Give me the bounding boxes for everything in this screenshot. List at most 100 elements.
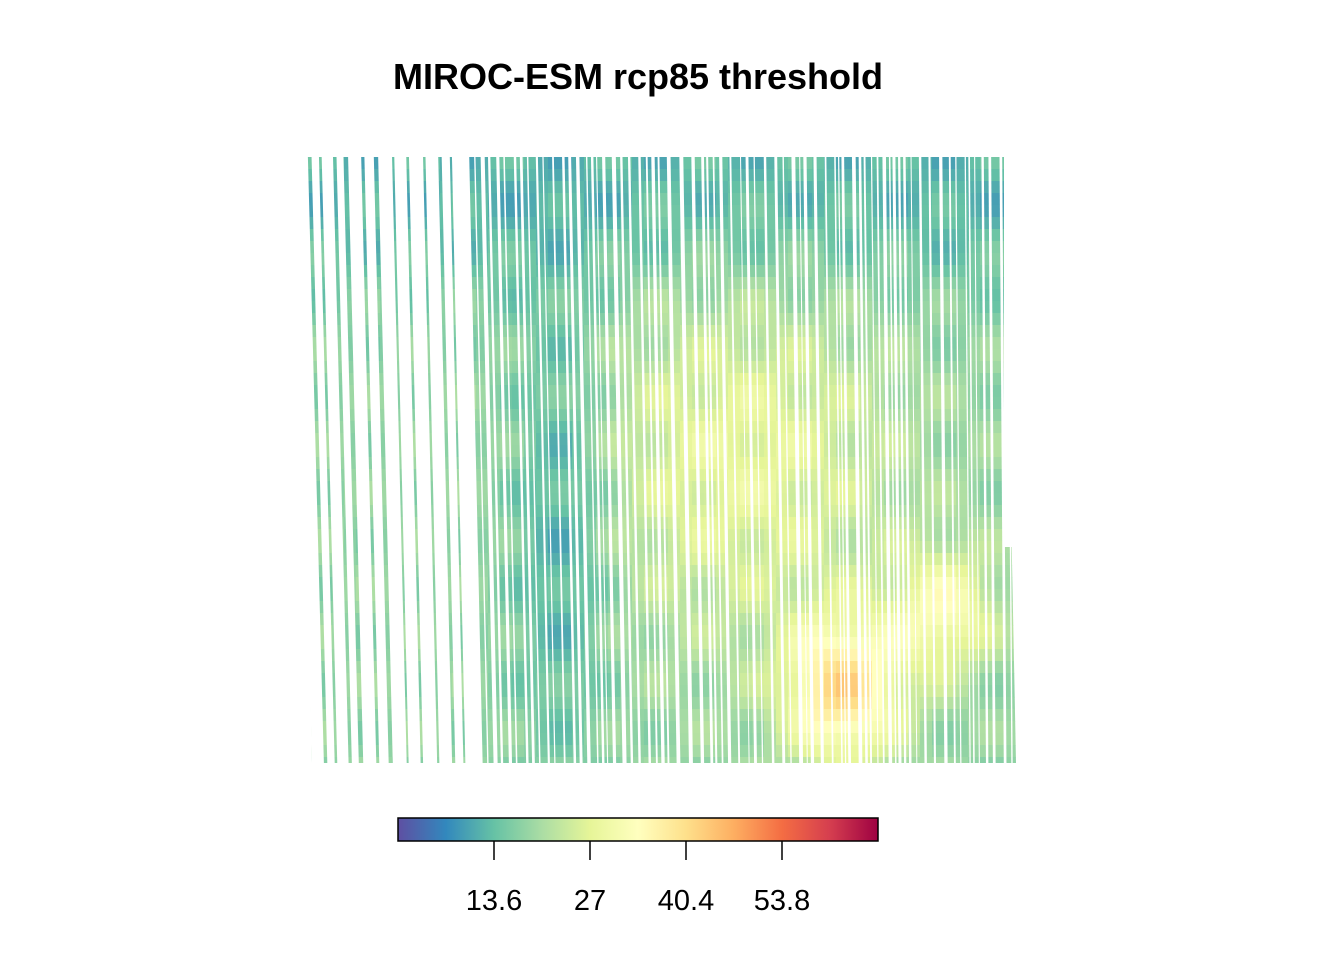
raster-cell xyxy=(776,217,789,230)
raster-cell xyxy=(944,397,957,410)
raster-cell xyxy=(932,481,945,494)
raster-cell xyxy=(908,229,921,242)
raster-cell xyxy=(764,157,777,170)
raster-cell xyxy=(956,301,969,314)
raster-cell xyxy=(476,529,489,542)
raster-cell xyxy=(908,265,921,278)
raster-cell xyxy=(560,565,573,578)
raster-cell xyxy=(632,421,645,434)
raster-cell xyxy=(920,289,933,302)
raster-cell xyxy=(908,349,921,362)
raster-cell xyxy=(548,529,561,542)
raster-cell xyxy=(500,217,513,230)
raster-cell xyxy=(824,409,837,422)
raster-cell xyxy=(752,505,765,518)
raster-cell xyxy=(992,565,1005,578)
raster-cell xyxy=(548,433,561,446)
raster-cell xyxy=(824,157,837,170)
raster-cell xyxy=(968,193,981,206)
raster-cell xyxy=(644,457,657,470)
raster-cell xyxy=(632,385,645,398)
raster-cell xyxy=(644,301,657,314)
raster-cell xyxy=(908,301,921,314)
raster-cell xyxy=(476,553,489,566)
raster-cell xyxy=(728,553,741,566)
raster-cell xyxy=(908,241,921,254)
raster-cell xyxy=(908,325,921,338)
raster-cell xyxy=(548,457,561,470)
raster-cell xyxy=(596,385,609,398)
raster-cell xyxy=(584,433,597,446)
raster-cell xyxy=(656,253,669,266)
raster-cell xyxy=(500,313,513,326)
raster-cell xyxy=(980,433,993,446)
raster-cell xyxy=(968,289,981,302)
raster-cell xyxy=(632,373,645,386)
raster-cell xyxy=(968,181,981,194)
raster-cell xyxy=(632,169,645,182)
raster-cell xyxy=(764,193,777,206)
raster-cell xyxy=(752,565,765,578)
raster-cell xyxy=(476,433,489,446)
raster-cell xyxy=(740,505,753,518)
raster-cell xyxy=(992,541,1005,554)
raster-cell xyxy=(920,277,933,290)
raster-cell xyxy=(644,445,657,458)
raster-cell xyxy=(908,361,921,374)
raster-cell xyxy=(872,373,885,386)
raster-cell xyxy=(752,169,765,182)
raster-cell xyxy=(752,289,765,302)
raster-cell xyxy=(728,517,741,530)
raster-cell xyxy=(704,253,717,266)
raster-cell xyxy=(740,493,753,506)
raster-cell xyxy=(728,541,741,554)
raster-cell xyxy=(728,493,741,506)
raster-cell xyxy=(752,325,765,338)
raster-cell xyxy=(824,385,837,398)
raster-cell xyxy=(824,193,837,206)
raster-cell xyxy=(776,241,789,254)
colorbar-tick-label: 13.6 xyxy=(466,885,522,917)
raster-cell xyxy=(968,277,981,290)
raster-cell xyxy=(752,157,765,170)
raster-cell xyxy=(596,397,609,410)
raster-cell xyxy=(956,409,969,422)
raster-cell xyxy=(956,265,969,278)
raster-cell xyxy=(524,349,537,362)
raster-cell xyxy=(512,577,525,590)
raster-cell xyxy=(980,421,993,434)
raster-cell xyxy=(776,229,789,242)
raster-cell xyxy=(908,277,921,290)
raster-cell xyxy=(656,301,669,314)
raster-cell xyxy=(908,421,921,434)
raster-cell xyxy=(548,493,561,506)
raster-cell xyxy=(752,553,765,566)
raster-cell xyxy=(500,325,513,338)
raster-cell xyxy=(728,565,741,578)
raster-cell xyxy=(824,469,837,482)
raster-cell xyxy=(620,349,633,362)
raster-cell xyxy=(944,385,957,398)
raster-cell xyxy=(764,169,777,182)
raster-cell xyxy=(548,517,561,530)
raster-cell xyxy=(536,181,549,194)
raster-cell xyxy=(932,421,945,434)
raster-cell xyxy=(968,217,981,230)
raster-cell xyxy=(920,337,933,350)
raster-cell xyxy=(584,469,597,482)
raster-cell xyxy=(824,397,837,410)
raster-cell xyxy=(932,505,945,518)
raster-cell xyxy=(620,517,633,530)
raster-cell xyxy=(824,205,837,218)
raster-cell xyxy=(728,481,741,494)
raster-cell xyxy=(932,553,945,566)
raster-cell xyxy=(824,169,837,182)
raster-cell xyxy=(704,229,717,242)
raster-cell xyxy=(536,349,549,362)
raster-cell xyxy=(524,529,537,542)
raster-cell xyxy=(932,517,945,530)
raster-cell xyxy=(992,529,1005,542)
raster-cell xyxy=(992,577,1005,590)
raster-cell xyxy=(872,361,885,374)
